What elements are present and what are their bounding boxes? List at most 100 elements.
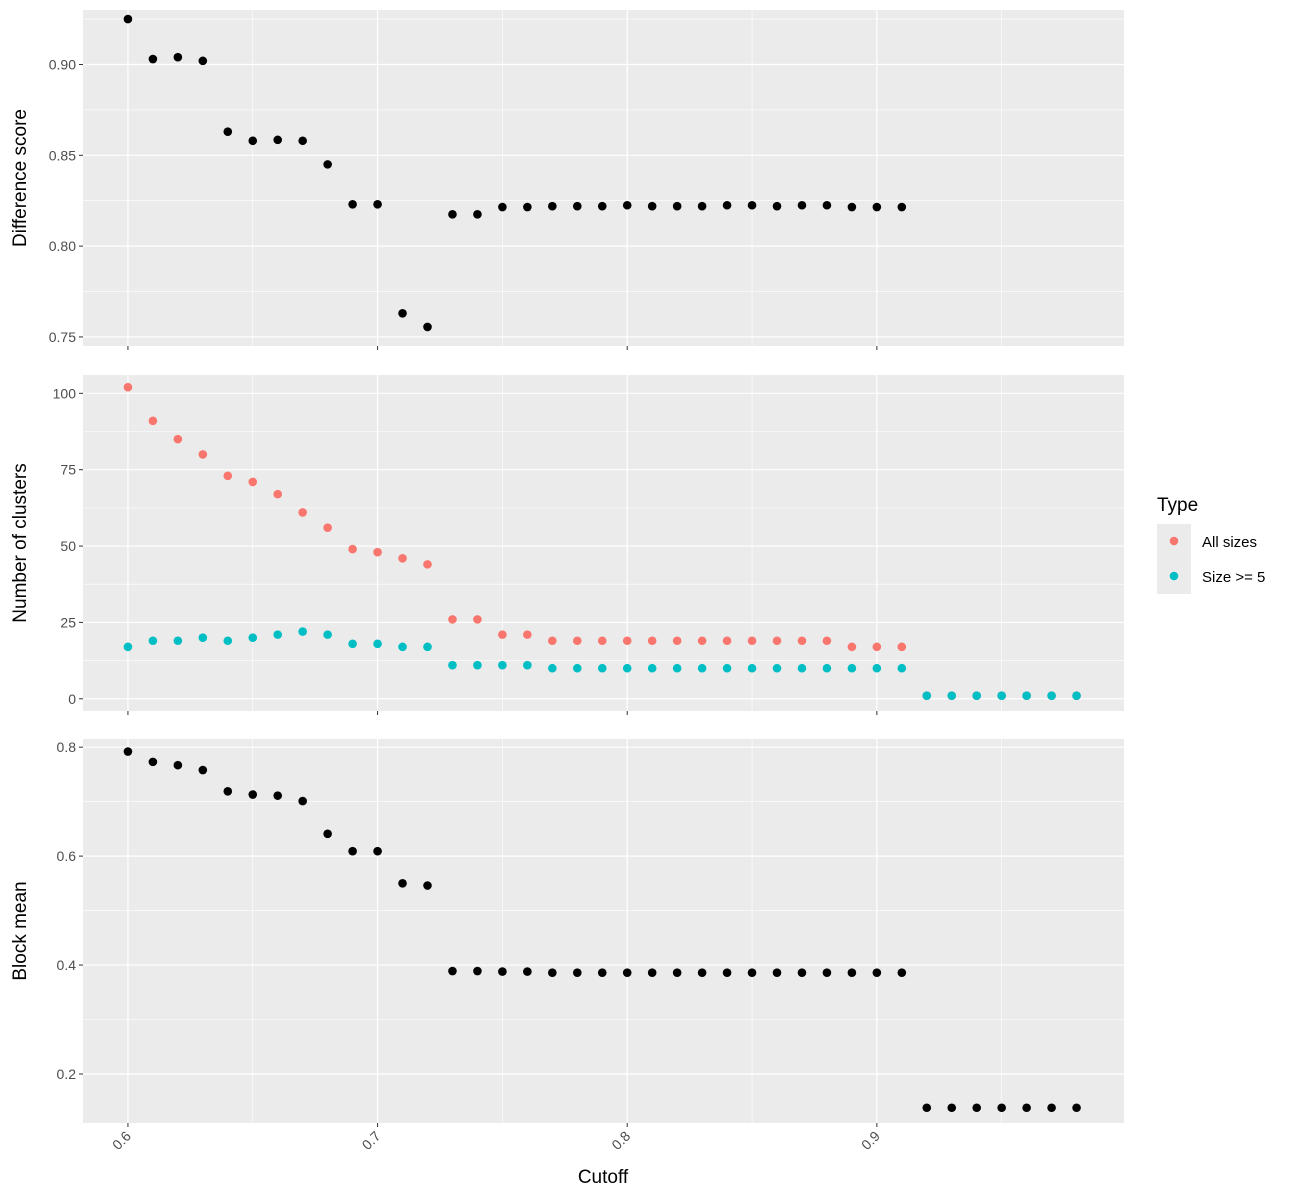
y-tick-label: 0.90 bbox=[49, 56, 76, 72]
data-point bbox=[897, 202, 907, 212]
data-point bbox=[423, 642, 432, 652]
data-point bbox=[348, 200, 357, 209]
data-point bbox=[822, 200, 832, 210]
data-point bbox=[373, 200, 382, 209]
legend-key-background bbox=[1157, 524, 1191, 594]
data-point bbox=[872, 663, 882, 673]
data-point bbox=[223, 786, 233, 796]
y-tick-label: 0.2 bbox=[57, 1066, 77, 1082]
data-point bbox=[423, 881, 432, 890]
data-point bbox=[572, 636, 582, 646]
data-point bbox=[548, 636, 557, 646]
data-point bbox=[398, 309, 407, 318]
panel-points bbox=[123, 747, 1081, 1113]
y-tick-label: 0.75 bbox=[49, 329, 76, 345]
data-point bbox=[647, 968, 657, 977]
data-point bbox=[373, 639, 382, 649]
data-point bbox=[398, 553, 407, 563]
data-point bbox=[672, 663, 682, 673]
data-point bbox=[148, 757, 158, 767]
data-point bbox=[373, 846, 382, 856]
data-point bbox=[672, 201, 682, 211]
data-point bbox=[622, 636, 632, 646]
data-point bbox=[1022, 691, 1031, 701]
data-point bbox=[1072, 691, 1081, 701]
data-point bbox=[298, 627, 307, 636]
data-point bbox=[323, 829, 332, 839]
data-point bbox=[498, 660, 507, 670]
y-axis: 0.75 0.80 0.85 0.90 bbox=[49, 56, 83, 345]
data-point bbox=[523, 202, 532, 212]
data-point bbox=[997, 1103, 1006, 1113]
data-point bbox=[947, 1103, 957, 1113]
y-axis-title: Difference score bbox=[10, 109, 31, 247]
data-point bbox=[198, 765, 208, 775]
data-point bbox=[123, 747, 133, 756]
y-axis-title: Number of clusters bbox=[10, 463, 31, 622]
data-point bbox=[548, 201, 557, 211]
data-point bbox=[572, 663, 582, 673]
data-point bbox=[473, 966, 482, 976]
data-point bbox=[273, 135, 283, 145]
data-point bbox=[448, 660, 457, 670]
data-point bbox=[398, 642, 407, 652]
data-point bbox=[697, 968, 707, 977]
data-point bbox=[273, 489, 283, 499]
data-point bbox=[722, 636, 732, 646]
data-point bbox=[248, 633, 258, 642]
data-point bbox=[747, 636, 757, 646]
data-point bbox=[248, 136, 258, 146]
data-point bbox=[198, 450, 208, 459]
data-point bbox=[597, 968, 607, 977]
legend-label-all-sizes: All sizes bbox=[1202, 534, 1257, 551]
y-tick-label: 0.80 bbox=[49, 238, 76, 254]
data-point bbox=[647, 201, 657, 211]
data-point bbox=[772, 663, 782, 673]
y-axis-title: Block mean bbox=[10, 881, 31, 980]
panel-points bbox=[123, 14, 907, 332]
data-point bbox=[1022, 1103, 1031, 1113]
data-point bbox=[123, 642, 133, 652]
data-point bbox=[298, 796, 307, 806]
data-point bbox=[722, 200, 732, 210]
data-point bbox=[597, 636, 607, 646]
data-point bbox=[273, 630, 283, 639]
data-point bbox=[523, 967, 532, 976]
data-point bbox=[198, 56, 208, 66]
data-point bbox=[448, 966, 457, 976]
data-point bbox=[897, 642, 907, 652]
data-point bbox=[672, 968, 682, 977]
x-axis-ticks bbox=[127, 711, 878, 715]
data-point bbox=[173, 434, 183, 444]
data-point bbox=[223, 127, 233, 136]
legend-key-all-sizes bbox=[1169, 536, 1179, 546]
y-tick-label: 0 bbox=[68, 691, 76, 707]
data-point bbox=[997, 691, 1006, 701]
data-point bbox=[597, 663, 607, 673]
data-point bbox=[572, 968, 582, 977]
legend-title: Type bbox=[1157, 495, 1198, 516]
legend-key-size-5 bbox=[1169, 571, 1179, 581]
data-point bbox=[323, 630, 332, 639]
panel-grid bbox=[83, 739, 1124, 1123]
data-point bbox=[647, 636, 657, 646]
data-point bbox=[298, 508, 307, 517]
legend: Type All sizes Size >= 5 bbox=[1157, 495, 1265, 594]
data-point bbox=[722, 663, 732, 673]
data-point bbox=[498, 967, 507, 976]
data-point bbox=[972, 691, 982, 701]
data-point bbox=[772, 201, 782, 211]
data-point bbox=[697, 663, 707, 673]
panel-background bbox=[83, 739, 1124, 1123]
data-point bbox=[622, 968, 632, 977]
data-point bbox=[198, 633, 208, 642]
data-point bbox=[847, 642, 857, 652]
panel-grid bbox=[83, 10, 1124, 346]
legend-label-size-5: Size >= 5 bbox=[1202, 569, 1265, 586]
data-point bbox=[797, 200, 807, 210]
data-point bbox=[398, 879, 407, 888]
data-point bbox=[348, 846, 357, 856]
data-point bbox=[747, 200, 757, 210]
data-point bbox=[697, 201, 707, 211]
